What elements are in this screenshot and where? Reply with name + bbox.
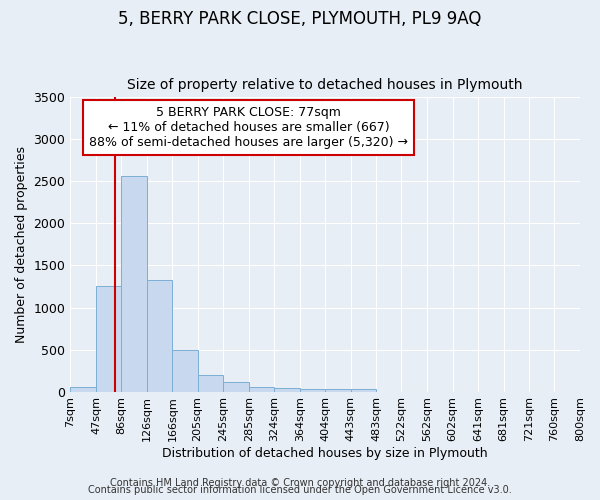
Text: 5 BERRY PARK CLOSE: 77sqm
← 11% of detached houses are smaller (667)
88% of semi: 5 BERRY PARK CLOSE: 77sqm ← 11% of detac… xyxy=(89,106,408,149)
Bar xyxy=(325,389,350,392)
Bar xyxy=(249,388,274,392)
Bar xyxy=(300,389,325,392)
Bar xyxy=(197,375,223,392)
Y-axis label: Number of detached properties: Number of detached properties xyxy=(15,146,28,343)
Bar xyxy=(147,280,172,392)
Text: Contains HM Land Registry data © Crown copyright and database right 2024.: Contains HM Land Registry data © Crown c… xyxy=(110,478,490,488)
Bar xyxy=(350,389,376,392)
Bar xyxy=(172,350,197,392)
Bar xyxy=(274,388,300,392)
Text: Contains public sector information licensed under the Open Government Licence v3: Contains public sector information licen… xyxy=(88,485,512,495)
Bar xyxy=(121,176,147,392)
Bar xyxy=(70,388,96,392)
X-axis label: Distribution of detached houses by size in Plymouth: Distribution of detached houses by size … xyxy=(163,447,488,460)
Bar xyxy=(223,382,249,392)
Title: Size of property relative to detached houses in Plymouth: Size of property relative to detached ho… xyxy=(127,78,523,92)
Bar xyxy=(96,286,121,392)
Text: 5, BERRY PARK CLOSE, PLYMOUTH, PL9 9AQ: 5, BERRY PARK CLOSE, PLYMOUTH, PL9 9AQ xyxy=(118,10,482,28)
